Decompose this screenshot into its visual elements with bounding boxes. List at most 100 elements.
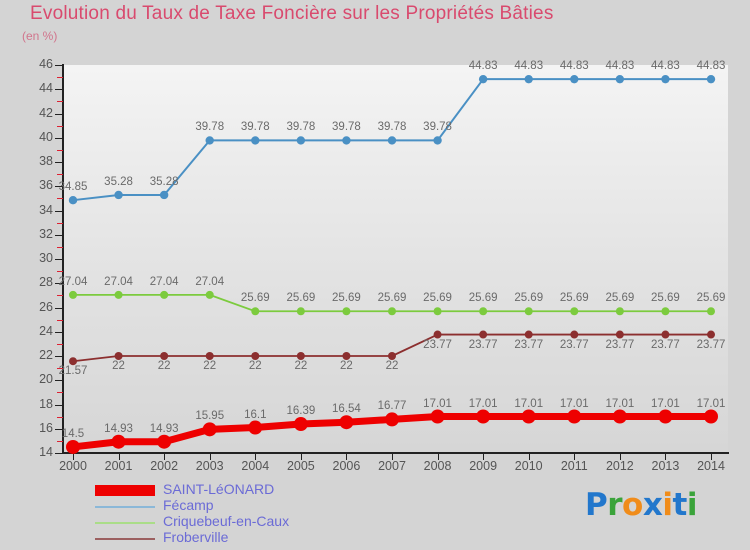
x-tick: [118, 453, 120, 460]
series-point: [296, 307, 305, 316]
y-tick-minor: [57, 295, 63, 297]
y-tick: [55, 65, 63, 66]
data-point-label: 22: [112, 360, 125, 372]
series-point: [205, 352, 214, 360]
data-point-label: 16.39: [286, 405, 316, 418]
series-point: [707, 330, 715, 339]
y-tick-minor: [57, 222, 63, 224]
series-point: [479, 307, 488, 316]
data-point-label: 27.04: [195, 275, 225, 288]
series-point: [476, 409, 491, 424]
series-point: [251, 307, 260, 316]
data-point-label: 17.01: [514, 397, 544, 410]
y-tick: [55, 404, 63, 406]
data-point-label: 22: [294, 360, 308, 372]
data-point-label: 39.78: [195, 121, 225, 134]
series-point: [388, 307, 396, 316]
y-tick: [55, 210, 63, 212]
y-tick: [55, 186, 63, 188]
data-point-label: 34.85: [58, 181, 88, 194]
series-point: [433, 136, 442, 145]
data-point-label: 44.83: [514, 60, 544, 73]
legend-swatch: [95, 538, 155, 540]
x-tick-label: 2002: [150, 459, 179, 473]
series-point: [524, 330, 533, 339]
x-tick: [574, 453, 576, 460]
data-point-label: 22: [385, 360, 399, 372]
y-tick-label: 26: [39, 299, 53, 314]
data-point-label: 22: [340, 360, 353, 372]
x-tick-label: 2009: [469, 459, 498, 473]
data-point-label: 25.69: [286, 292, 316, 305]
y-tick-label: 22: [39, 348, 53, 362]
series-point: [251, 352, 260, 360]
series-point: [66, 439, 80, 454]
series-point: [296, 136, 306, 145]
y-axis-line: [62, 64, 64, 454]
series-point: [704, 409, 718, 424]
data-point-label: 15.95: [195, 410, 225, 423]
series-point: [339, 415, 354, 430]
data-point-label: 23.77: [423, 338, 452, 351]
logo-letter: r: [607, 487, 623, 523]
data-point-label: 44.83: [468, 60, 498, 73]
x-tick: [73, 453, 74, 460]
x-tick: [255, 453, 257, 460]
series-point: [615, 307, 624, 316]
series-point: [433, 330, 442, 339]
series-point: [524, 307, 533, 316]
y-tick-label: 24: [39, 323, 53, 338]
y-tick: [55, 283, 63, 285]
x-tick: [164, 453, 166, 460]
legend-label: Criquebeuf-en-Caux: [163, 513, 290, 529]
series-point: [342, 352, 351, 360]
x-tick: [392, 453, 393, 460]
logo-letter: x: [642, 487, 663, 523]
y-tick-minor: [57, 101, 63, 103]
y-tick-minor: [57, 149, 63, 151]
data-point-label: 23.77: [696, 338, 726, 351]
data-point-label: 27.04: [104, 275, 133, 288]
series-point: [248, 420, 263, 435]
y-tick-minor: [57, 343, 63, 345]
y-tick-minor: [57, 392, 63, 394]
legend-label: Fécamp: [163, 497, 214, 513]
data-point-label: 16.54: [332, 403, 361, 416]
y-tick-label: 28: [39, 275, 53, 290]
data-point-label: 14.93: [104, 422, 133, 435]
data-point-label: 39.78: [423, 121, 452, 134]
y-tick-label: 40: [39, 129, 53, 144]
y-tick-minor: [57, 416, 63, 418]
series-point: [69, 290, 77, 299]
x-tick-label: 2007: [378, 459, 406, 473]
data-point-label: 17.01: [468, 397, 498, 410]
data-point-label: 25.69: [696, 292, 726, 305]
data-point-label: 25.69: [423, 292, 452, 305]
data-point-label: 44.83: [605, 60, 635, 73]
logo-letter: t: [672, 487, 687, 523]
series-point: [612, 409, 627, 424]
y-tick: [55, 89, 63, 91]
data-point-label: 16.1: [244, 408, 267, 421]
series-point: [478, 74, 488, 84]
data-point-label: 23.77: [468, 338, 498, 351]
data-point-label: 25.69: [468, 292, 498, 305]
data-point-label: 25.69: [651, 292, 680, 305]
data-point-label: 14.5: [61, 427, 85, 440]
x-tick-label: 2014: [697, 459, 725, 473]
y-tick: [55, 428, 63, 430]
data-point-label: 21.57: [58, 365, 88, 378]
x-tick-label: 2012: [605, 459, 634, 473]
data-point-label: 39.78: [240, 121, 270, 134]
y-tick-label: 38: [39, 154, 53, 168]
series-point: [570, 74, 579, 84]
x-tick-label: 2013: [651, 459, 680, 473]
plot-area: [63, 65, 728, 453]
chart-title: Evolution du Taux de Taxe Foncière sur l…: [30, 3, 554, 24]
legend-swatch: [95, 522, 155, 524]
x-tick: [483, 453, 485, 460]
y-tick-minor: [57, 271, 63, 273]
series-point: [661, 307, 670, 316]
y-tick-label: 30: [39, 251, 53, 265]
